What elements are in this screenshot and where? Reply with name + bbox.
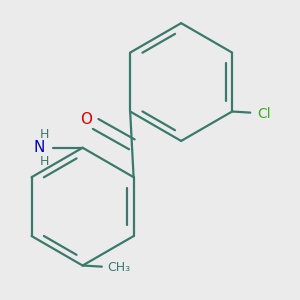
Text: N: N — [34, 140, 45, 155]
Text: CH₃: CH₃ — [107, 261, 130, 274]
Text: H: H — [39, 128, 49, 141]
Text: O: O — [81, 112, 93, 127]
Text: H: H — [39, 155, 49, 168]
Text: Cl: Cl — [257, 107, 271, 121]
